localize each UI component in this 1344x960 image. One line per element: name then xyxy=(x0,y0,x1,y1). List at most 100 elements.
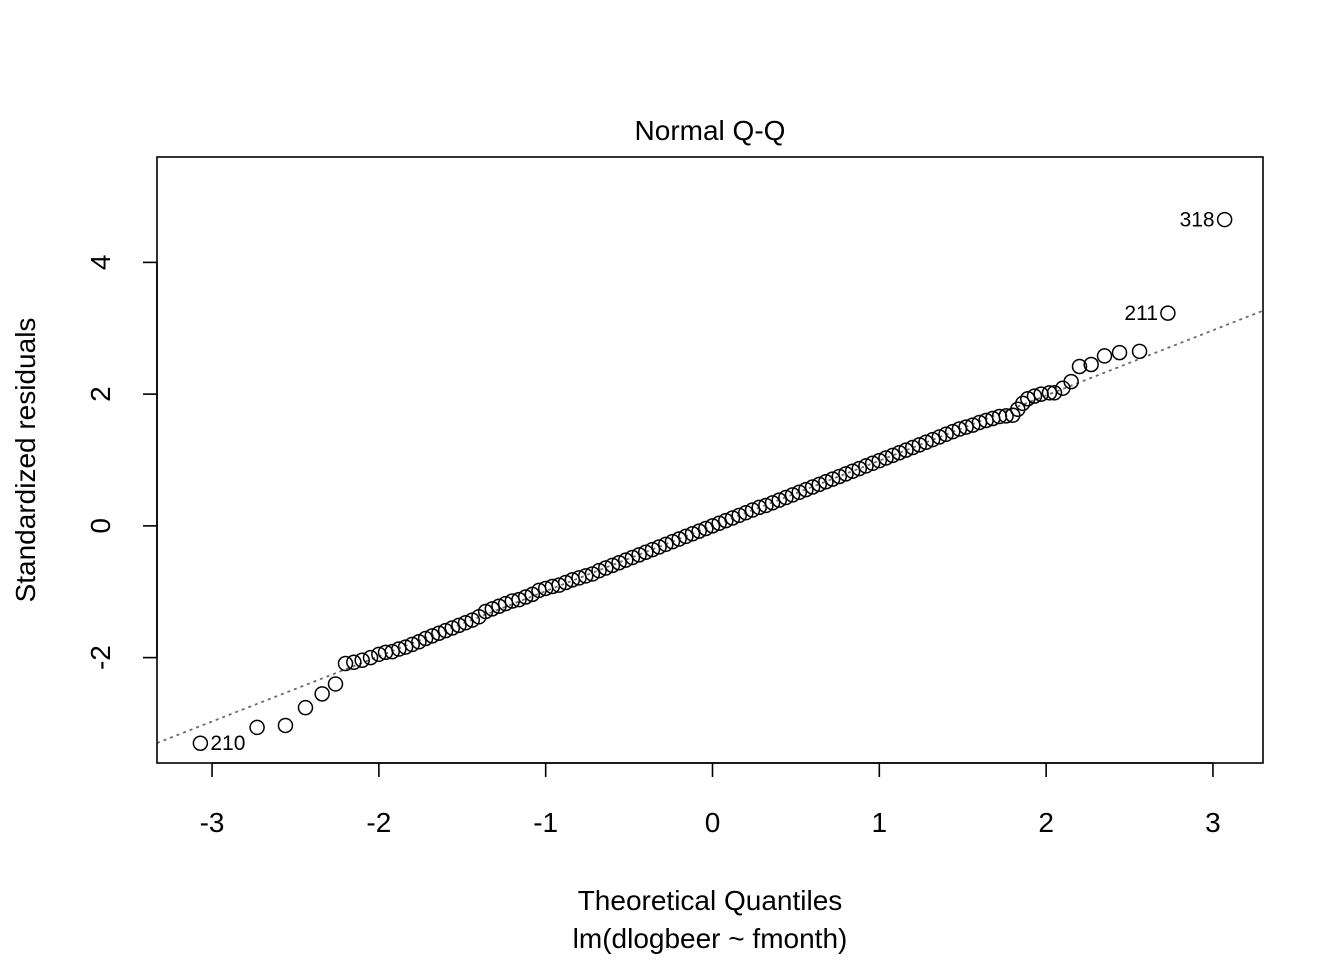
point-labels-layer: 318 211 210 xyxy=(210,209,1214,756)
data-point xyxy=(704,518,721,534)
data-point xyxy=(557,574,574,591)
data-point xyxy=(924,431,941,448)
data-point xyxy=(838,466,854,482)
data-point xyxy=(597,560,614,576)
data-point xyxy=(1020,390,1036,407)
data-point xyxy=(931,429,948,445)
data-point xyxy=(824,471,841,487)
y-tick-label: 2 xyxy=(85,386,116,402)
x-axis-title: Theoretical Quantiles xyxy=(578,885,843,916)
data-point xyxy=(731,507,747,524)
data-point xyxy=(431,625,447,641)
data-point xyxy=(851,460,868,477)
x-tick-label: 0 xyxy=(705,807,721,838)
data-point xyxy=(1160,305,1176,321)
data-point xyxy=(1005,407,1021,423)
data-point xyxy=(691,523,707,539)
data-point xyxy=(1063,373,1079,390)
x-axis-subtitle: lm(dlogbeer ~ fmonth) xyxy=(573,923,848,954)
data-point xyxy=(577,568,594,584)
data-point xyxy=(327,676,344,692)
data-point xyxy=(764,495,781,511)
data-point xyxy=(1071,358,1088,375)
data-point xyxy=(457,614,474,631)
data-point xyxy=(844,463,861,479)
data-point xyxy=(698,520,714,537)
data-point xyxy=(1046,385,1063,401)
data-point xyxy=(798,481,814,498)
data-point xyxy=(249,719,265,736)
data-point xyxy=(684,526,701,542)
data-point xyxy=(638,544,654,560)
data-point xyxy=(362,649,379,666)
point-label-318: 318 xyxy=(1180,209,1215,232)
data-point xyxy=(631,547,647,563)
data-point xyxy=(337,655,354,672)
data-point xyxy=(354,652,370,668)
data-point xyxy=(604,557,621,574)
y-tick-label: -2 xyxy=(85,645,116,670)
points-layer xyxy=(192,211,1233,751)
data-point xyxy=(678,528,694,545)
data-point xyxy=(644,541,661,558)
data-point xyxy=(1026,388,1043,404)
data-point xyxy=(711,515,727,531)
data-point xyxy=(671,531,687,547)
data-point xyxy=(384,643,400,660)
data-point xyxy=(958,419,974,435)
data-point xyxy=(611,555,627,571)
point-label-211: 211 xyxy=(1124,302,1157,325)
data-point xyxy=(444,620,461,636)
data-point xyxy=(811,476,828,493)
data-point xyxy=(944,423,961,440)
data-point xyxy=(297,699,314,716)
data-point xyxy=(744,502,761,518)
data-point xyxy=(1083,356,1099,373)
data-point xyxy=(1041,385,1058,401)
data-point xyxy=(484,601,501,617)
data-point xyxy=(1216,211,1233,228)
data-point xyxy=(724,510,741,526)
data-point xyxy=(437,622,454,639)
data-point xyxy=(1096,348,1113,364)
data-point xyxy=(1010,401,1026,418)
data-point xyxy=(314,686,330,702)
data-point xyxy=(998,408,1014,424)
data-point xyxy=(517,589,534,605)
x-tick-label: 3 xyxy=(1205,807,1221,838)
data-point xyxy=(551,577,567,593)
x-axis: -3 -2 -1 0 1 2 3 xyxy=(200,762,1221,838)
data-point xyxy=(451,617,467,634)
data-point xyxy=(477,603,494,620)
data-point xyxy=(397,639,414,655)
data-point xyxy=(277,717,294,734)
data-point xyxy=(624,549,641,566)
data-point xyxy=(784,487,801,503)
x-tick-label: 2 xyxy=(1038,807,1054,838)
x-tick-label: 1 xyxy=(872,807,888,838)
data-point xyxy=(404,636,420,653)
y-tick-label: 0 xyxy=(85,518,116,534)
y-axis: -2 0 2 4 xyxy=(85,255,158,670)
data-point xyxy=(491,598,507,614)
data-point xyxy=(964,417,981,433)
data-point xyxy=(651,539,667,555)
data-point xyxy=(904,439,921,456)
data-point xyxy=(591,562,607,579)
data-point xyxy=(791,484,807,501)
data-point xyxy=(884,447,901,464)
data-point xyxy=(192,735,209,751)
data-point xyxy=(831,468,848,485)
data-point xyxy=(778,489,794,506)
data-point xyxy=(918,434,934,450)
data-point xyxy=(898,442,914,458)
data-point xyxy=(391,641,407,657)
data-point xyxy=(864,455,881,472)
data-point xyxy=(417,630,434,647)
data-point xyxy=(511,591,527,608)
data-point xyxy=(771,492,787,508)
y-tick-label: 4 xyxy=(85,255,116,271)
data-point xyxy=(751,499,767,516)
